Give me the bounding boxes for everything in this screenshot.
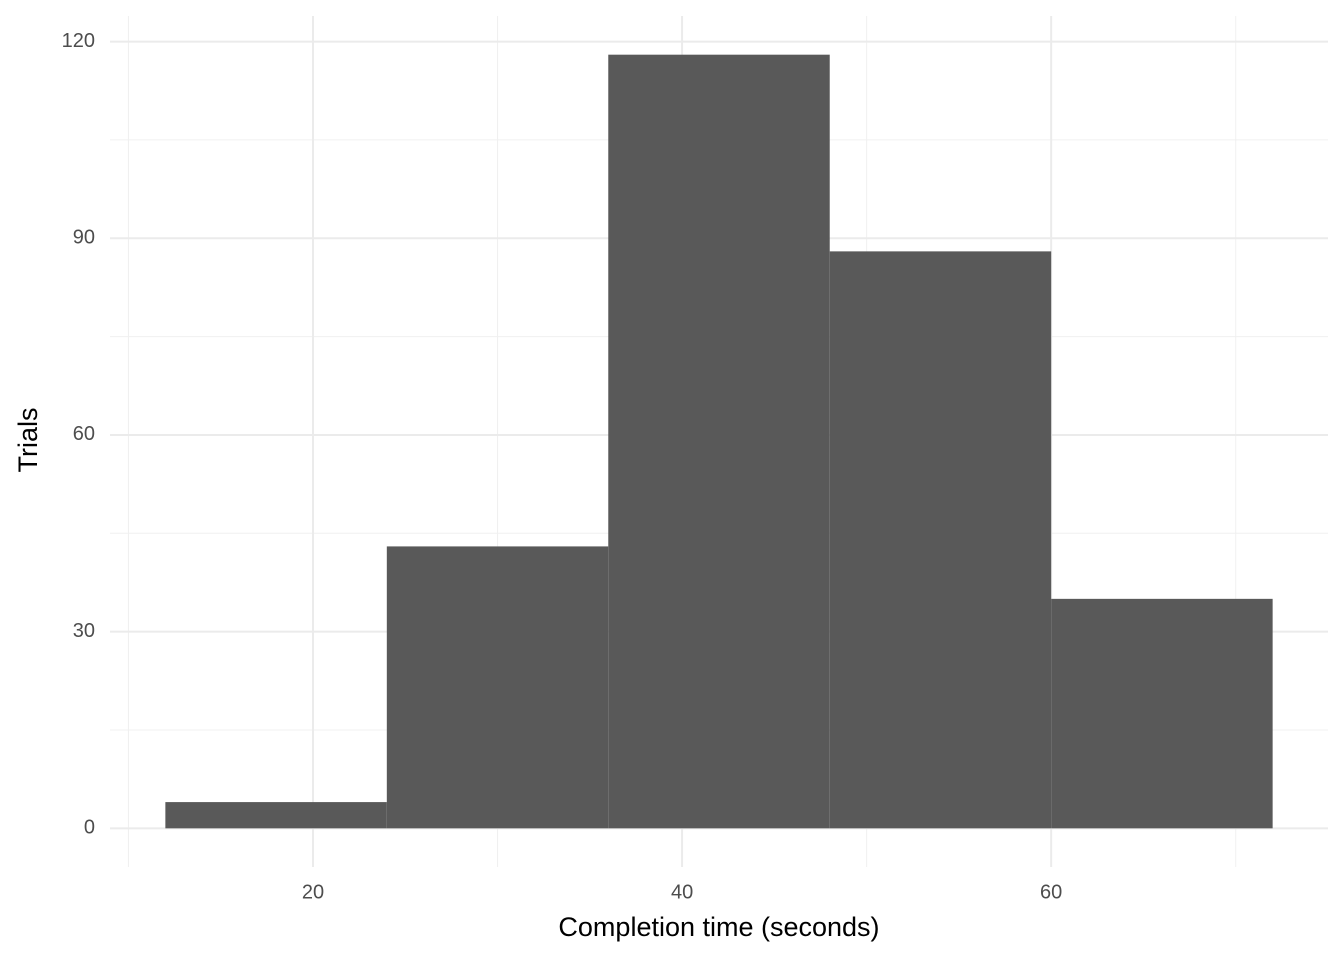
x-tick-label: 60 (1040, 881, 1062, 903)
y-tick-label: 30 (73, 620, 95, 642)
histogram-bar (608, 54, 830, 829)
x-axis-title: Completion time (seconds) (558, 912, 879, 942)
histogram-bar (829, 251, 1052, 829)
y-tick-label: 90 (73, 227, 95, 249)
y-tick-label: 120 (62, 30, 95, 52)
x-tick-label: 40 (671, 881, 693, 903)
x-tick-label: 20 (302, 881, 324, 903)
y-tick-label: 0 (84, 817, 95, 839)
histogram-bar (165, 802, 387, 829)
y-axis-title: Trials (13, 408, 43, 473)
histogram-bar (386, 546, 609, 829)
histogram-bar (1051, 598, 1273, 829)
y-tick-label: 60 (73, 423, 95, 445)
